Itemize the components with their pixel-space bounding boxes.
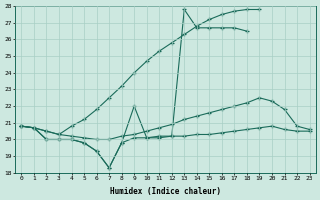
X-axis label: Humidex (Indice chaleur): Humidex (Indice chaleur) [110, 187, 221, 196]
